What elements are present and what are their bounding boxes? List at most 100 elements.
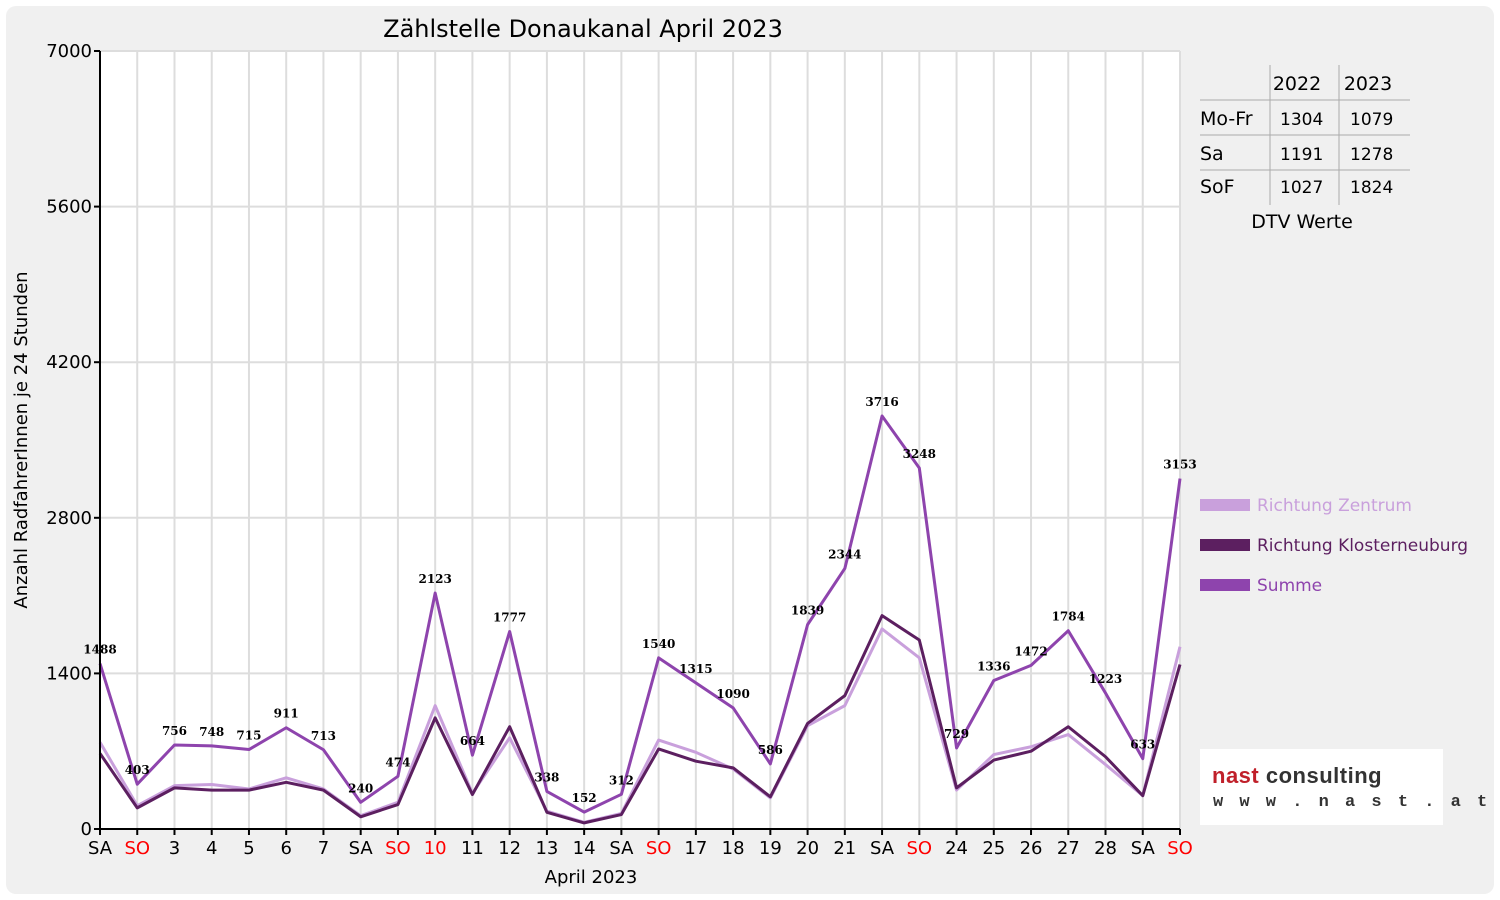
data-label: 152 bbox=[572, 791, 597, 805]
data-label: 1839 bbox=[791, 604, 824, 618]
series-line bbox=[98, 614, 1182, 825]
y-tick-label: 5600 bbox=[46, 197, 92, 218]
x-tick-label: SA bbox=[1131, 838, 1156, 859]
data-label: 664 bbox=[460, 734, 485, 748]
dtv-header-2022: 2022 bbox=[1273, 73, 1321, 95]
data-label: 713 bbox=[311, 729, 336, 743]
dtv-value: 1824 bbox=[1350, 178, 1393, 198]
x-tick-label: 18 bbox=[722, 838, 745, 859]
y-tick-labels: 0 1400 2800 4200 5600 7000 bbox=[46, 41, 92, 840]
dtv-value: 1304 bbox=[1280, 110, 1323, 130]
x-tick-label: SO bbox=[385, 838, 411, 859]
legend-swatch bbox=[1200, 579, 1250, 591]
x-tick-label: 11 bbox=[461, 838, 484, 859]
x-tick-label: 5 bbox=[243, 838, 254, 859]
series-line bbox=[98, 627, 1182, 824]
x-tick-label: 20 bbox=[796, 838, 819, 859]
data-label: 1223 bbox=[1089, 672, 1122, 686]
x-tick-label: SA bbox=[870, 838, 895, 859]
dtv-table: 2022 2023 Mo-Fr 1304 1079 Sa 1191 1278 S… bbox=[1200, 65, 1410, 233]
x-tick-label: SA bbox=[349, 838, 374, 859]
y-axis-title: Anzahl RadfahrerInnen je 24 Stunden bbox=[11, 271, 32, 608]
plot-area bbox=[100, 51, 1180, 829]
legend-swatch bbox=[1200, 539, 1250, 551]
y-tick-label: 2800 bbox=[46, 508, 92, 529]
data-label: 2123 bbox=[418, 572, 451, 586]
data-label: 748 bbox=[199, 725, 224, 739]
dtv-value: 1079 bbox=[1350, 110, 1393, 130]
legend-label: Richtung Zentrum bbox=[1257, 496, 1412, 516]
x-tick-label: 10 bbox=[424, 838, 447, 859]
chart-title: Zählstelle Donaukanal April 2023 bbox=[383, 15, 783, 43]
y-tick-label: 7000 bbox=[46, 41, 92, 62]
data-label: 911 bbox=[274, 707, 299, 721]
data-label: 1090 bbox=[716, 687, 749, 701]
legend: Richtung Zentrum Richtung Klosterneuburg S… bbox=[1200, 496, 1468, 596]
data-label: 474 bbox=[385, 755, 410, 769]
x-tick-label: 25 bbox=[982, 838, 1005, 859]
legend-swatch bbox=[1200, 499, 1250, 511]
data-label: 756 bbox=[162, 724, 187, 738]
data-label: 1472 bbox=[1014, 644, 1047, 658]
x-tick-label: SO bbox=[124, 838, 150, 859]
series-layer bbox=[98, 414, 1182, 825]
data-label: 3716 bbox=[865, 395, 898, 409]
x-tick-label: 26 bbox=[1020, 838, 1043, 859]
x-tick-label: 3 bbox=[169, 838, 180, 859]
x-tick-label: SO bbox=[646, 838, 672, 859]
data-label: 1315 bbox=[679, 662, 712, 676]
x-tick-label: 4 bbox=[206, 838, 217, 859]
x-axis-title: April 2023 bbox=[545, 867, 638, 888]
data-label: 403 bbox=[125, 763, 150, 777]
legend-label: Summe bbox=[1257, 576, 1322, 596]
x-tick-label: 17 bbox=[684, 838, 707, 859]
company-logo: nast consulting w w w . n a s t . a t bbox=[1200, 749, 1487, 825]
x-tick-label: 24 bbox=[945, 838, 968, 859]
x-tick-label: SA bbox=[609, 838, 634, 859]
x-tick-label: SA bbox=[88, 838, 113, 859]
series-line bbox=[98, 414, 1182, 814]
dtv-row-label: Sa bbox=[1200, 143, 1224, 165]
x-tick-label: 21 bbox=[833, 838, 856, 859]
x-tick-label: SO bbox=[907, 838, 933, 859]
logo-url: w w w . n a s t . a t bbox=[1213, 793, 1491, 812]
grid bbox=[100, 50, 1181, 829]
logo-name-dark: consulting bbox=[1265, 763, 1383, 788]
data-label: 633 bbox=[1130, 738, 1155, 752]
data-label: 3248 bbox=[903, 447, 936, 461]
dtv-value: 1191 bbox=[1280, 145, 1323, 165]
data-label: 1784 bbox=[1052, 610, 1085, 624]
x-tick-label: 13 bbox=[535, 838, 558, 859]
data-label: 312 bbox=[609, 773, 634, 787]
data-label: 338 bbox=[534, 770, 559, 784]
legend-label: Richtung Klosterneuburg bbox=[1257, 536, 1468, 556]
x-tick-label: 19 bbox=[759, 838, 782, 859]
x-tick-label: 14 bbox=[573, 838, 596, 859]
x-tick-label: 27 bbox=[1057, 838, 1080, 859]
dtv-header-2023: 2023 bbox=[1344, 73, 1392, 95]
x-tick-label: 12 bbox=[498, 838, 521, 859]
data-label: 240 bbox=[348, 781, 373, 795]
x-tick-label: SO bbox=[1167, 838, 1193, 859]
dtv-row-label: SoF bbox=[1200, 176, 1235, 198]
dtv-caption: DTV Werte bbox=[1251, 211, 1353, 233]
logo-wordmark: nast consulting bbox=[1212, 763, 1382, 789]
dtv-row-label: Mo-Fr bbox=[1200, 108, 1253, 130]
data-label: 715 bbox=[236, 729, 261, 743]
logo-name-red: nast bbox=[1212, 763, 1260, 788]
data-label: 1540 bbox=[642, 637, 675, 651]
x-tick-labels: SA SO 3 4 5 6 7 SA SO 10 11 12 13 14 SA SO 17 18 19 20 21 SA S… bbox=[88, 838, 1193, 859]
data-label: 1336 bbox=[977, 660, 1010, 674]
x-tick-label: 7 bbox=[318, 838, 329, 859]
data-label: 586 bbox=[758, 743, 783, 757]
data-label: 1777 bbox=[493, 610, 526, 624]
x-tick-label: 28 bbox=[1094, 838, 1117, 859]
y-tick-label: 0 bbox=[81, 819, 92, 840]
data-label: 2344 bbox=[828, 547, 861, 561]
axes bbox=[94, 50, 1181, 835]
x-tick-label: 6 bbox=[280, 838, 291, 859]
data-label: 729 bbox=[944, 727, 969, 741]
dtv-value: 1278 bbox=[1350, 145, 1393, 165]
data-labels: 1488403756748715911713240474212366417773… bbox=[83, 395, 1196, 805]
